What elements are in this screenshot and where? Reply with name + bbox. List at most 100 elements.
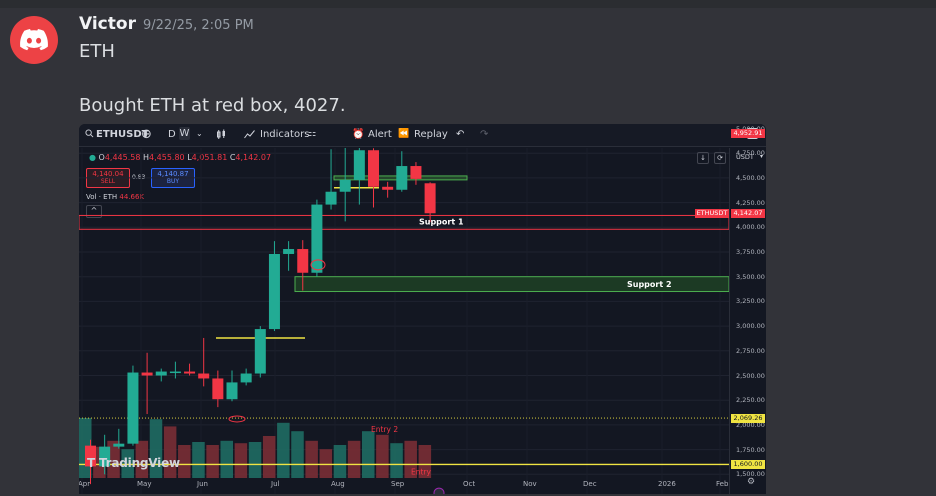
volume-bar bbox=[319, 449, 333, 478]
chevron-down-icon[interactable]: ⌄ bbox=[196, 129, 203, 138]
price-tick-label: 2,500.00 bbox=[736, 371, 765, 380]
candle-body bbox=[85, 445, 96, 467]
candle-body bbox=[339, 179, 351, 192]
entry-marker-shape bbox=[228, 415, 246, 423]
replay-button[interactable]: Replay bbox=[414, 129, 448, 140]
candle-body bbox=[169, 371, 181, 374]
volume-bar bbox=[163, 426, 177, 478]
user-avatar[interactable] bbox=[10, 16, 58, 64]
time-axis-label: Apr bbox=[79, 480, 91, 488]
candle-body bbox=[382, 186, 394, 190]
volume-bar bbox=[234, 443, 248, 478]
volume-bar bbox=[121, 449, 134, 478]
price-tick-label: 3,500.00 bbox=[736, 272, 765, 281]
volume-bar bbox=[248, 442, 262, 478]
volume-bar bbox=[418, 445, 432, 478]
auto-scale-icon[interactable]: ⟳ bbox=[714, 152, 726, 164]
volume-bar bbox=[262, 436, 276, 478]
level-price-tag: 2,069.26 bbox=[731, 413, 765, 423]
time-axis-label: May bbox=[137, 480, 152, 488]
price-tick-label: 2,000.00 bbox=[736, 420, 765, 429]
volume-bar bbox=[277, 422, 290, 478]
interval-w-button[interactable]: W bbox=[179, 127, 190, 140]
discord-logo-icon bbox=[20, 29, 48, 51]
candle-body bbox=[127, 372, 139, 444]
chart-attachment[interactable]: ETHUSDT ⊕ D W ⌄ Indicators ⚏ ⏰ Alert ⏪ R… bbox=[79, 124, 766, 494]
support-1-box bbox=[79, 214, 729, 230]
price-tick-label: 2,250.00 bbox=[736, 396, 765, 405]
candle-body bbox=[325, 191, 337, 205]
symbol-price-tag: ETHUSDT bbox=[695, 208, 729, 218]
volume-bar bbox=[192, 442, 205, 478]
alert-clock-icon[interactable]: ⏰ bbox=[352, 129, 365, 140]
high-price-tag: 4,952.91 bbox=[731, 128, 765, 138]
support-1-label: Support 1 bbox=[419, 217, 464, 226]
candle-body bbox=[283, 249, 295, 254]
ohlc-legend: ● O4,445.58 H4,455.80 L4,051.81 C4,142.0… bbox=[89, 153, 272, 162]
price-plot[interactable]: Support 1 Support 2 Entry 2 Entry bbox=[79, 148, 729, 494]
price-tick-label: 2,750.00 bbox=[736, 346, 765, 355]
support-2-box bbox=[294, 276, 729, 293]
price-tick-label: 1,500.00 bbox=[736, 470, 765, 479]
candle-body bbox=[99, 446, 111, 467]
alert-button[interactable]: Alert bbox=[368, 129, 392, 140]
entry-price-tag: 1,600.00 bbox=[731, 459, 765, 469]
settings-gear-icon[interactable]: ⚙ bbox=[747, 477, 756, 487]
collapse-legend-icon[interactable]: ^ bbox=[86, 205, 102, 218]
time-axis-label: Feb bbox=[716, 480, 729, 488]
support-2-label: Support 2 bbox=[627, 280, 672, 289]
time-axis-label: Aug bbox=[331, 480, 345, 488]
candle-body bbox=[311, 204, 323, 273]
replay-icon[interactable]: ⏪ bbox=[398, 129, 410, 139]
event-icon bbox=[433, 487, 445, 494]
time-axis-label: Nov bbox=[523, 480, 537, 488]
time-axis-label: Jul bbox=[271, 480, 280, 488]
volume-bar bbox=[178, 445, 191, 478]
undo-icon[interactable]: ↶ bbox=[456, 129, 465, 140]
templates-icon[interactable]: ⚏ bbox=[308, 129, 317, 139]
volume-bar bbox=[305, 440, 318, 478]
message-timestamp: 9/22/25, 2:05 PM bbox=[143, 18, 254, 33]
status-dot-icon: ● bbox=[89, 153, 96, 162]
candle-body bbox=[212, 378, 224, 400]
price-tick-label: 3,250.00 bbox=[736, 297, 765, 306]
message-author[interactable]: Victor bbox=[79, 14, 136, 34]
candle-body bbox=[410, 166, 422, 179]
candle-body bbox=[184, 371, 196, 374]
volume-bar bbox=[390, 443, 403, 478]
volume-bar bbox=[347, 440, 361, 478]
indicators-button[interactable]: Indicators bbox=[260, 129, 310, 140]
message-line: Bought ETH at red box, 4027. bbox=[79, 95, 346, 116]
symbol-search-icon[interactable] bbox=[85, 129, 94, 141]
volume-bar bbox=[333, 445, 347, 478]
compare-add-icon[interactable]: ⊕ bbox=[141, 127, 152, 142]
interval-d-button[interactable]: D bbox=[168, 129, 176, 140]
price-axis[interactable]: USDT ▾ 5,250.005,000.004,750.004,500.004… bbox=[695, 125, 766, 494]
volume-bar bbox=[404, 440, 417, 478]
candle-body bbox=[226, 382, 238, 400]
candle-body bbox=[268, 253, 280, 330]
price-tick-label: 5,000.00 bbox=[736, 125, 765, 133]
candle-body bbox=[368, 150, 379, 187]
volume-bar bbox=[376, 434, 389, 478]
volume-bar bbox=[135, 440, 149, 478]
volume-bar bbox=[291, 431, 304, 478]
candles-type-icon[interactable] bbox=[216, 129, 227, 143]
entry-marker-shape bbox=[310, 259, 326, 271]
scroll-down-icon[interactable]: ↓ bbox=[697, 152, 709, 164]
price-tick-label: 3,750.00 bbox=[736, 248, 765, 256]
candle-body bbox=[297, 249, 309, 273]
entry-2-label: Entry 2 bbox=[371, 425, 398, 434]
redo-icon[interactable]: ↷ bbox=[480, 129, 489, 140]
candle-body bbox=[254, 329, 266, 374]
symbol-label[interactable]: ETHUSDT bbox=[96, 129, 149, 140]
price-tick-label: 4,500.00 bbox=[736, 173, 765, 182]
price-tick-label: 4,000.00 bbox=[736, 223, 765, 232]
candle-body bbox=[198, 373, 210, 379]
volume-bar bbox=[107, 440, 120, 478]
candle-body bbox=[396, 166, 408, 190]
currency-select[interactable]: USDT bbox=[736, 153, 754, 161]
chevron-down-icon[interactable]: ▾ bbox=[760, 153, 764, 160]
indicators-icon[interactable] bbox=[244, 129, 255, 143]
time-axis-label: Jun bbox=[197, 480, 208, 488]
